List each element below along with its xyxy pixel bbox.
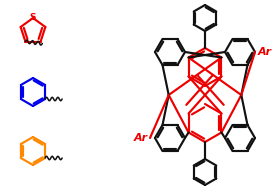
Text: Ar: Ar: [134, 133, 148, 143]
Text: S: S: [30, 13, 36, 22]
Text: Ar: Ar: [258, 47, 272, 57]
